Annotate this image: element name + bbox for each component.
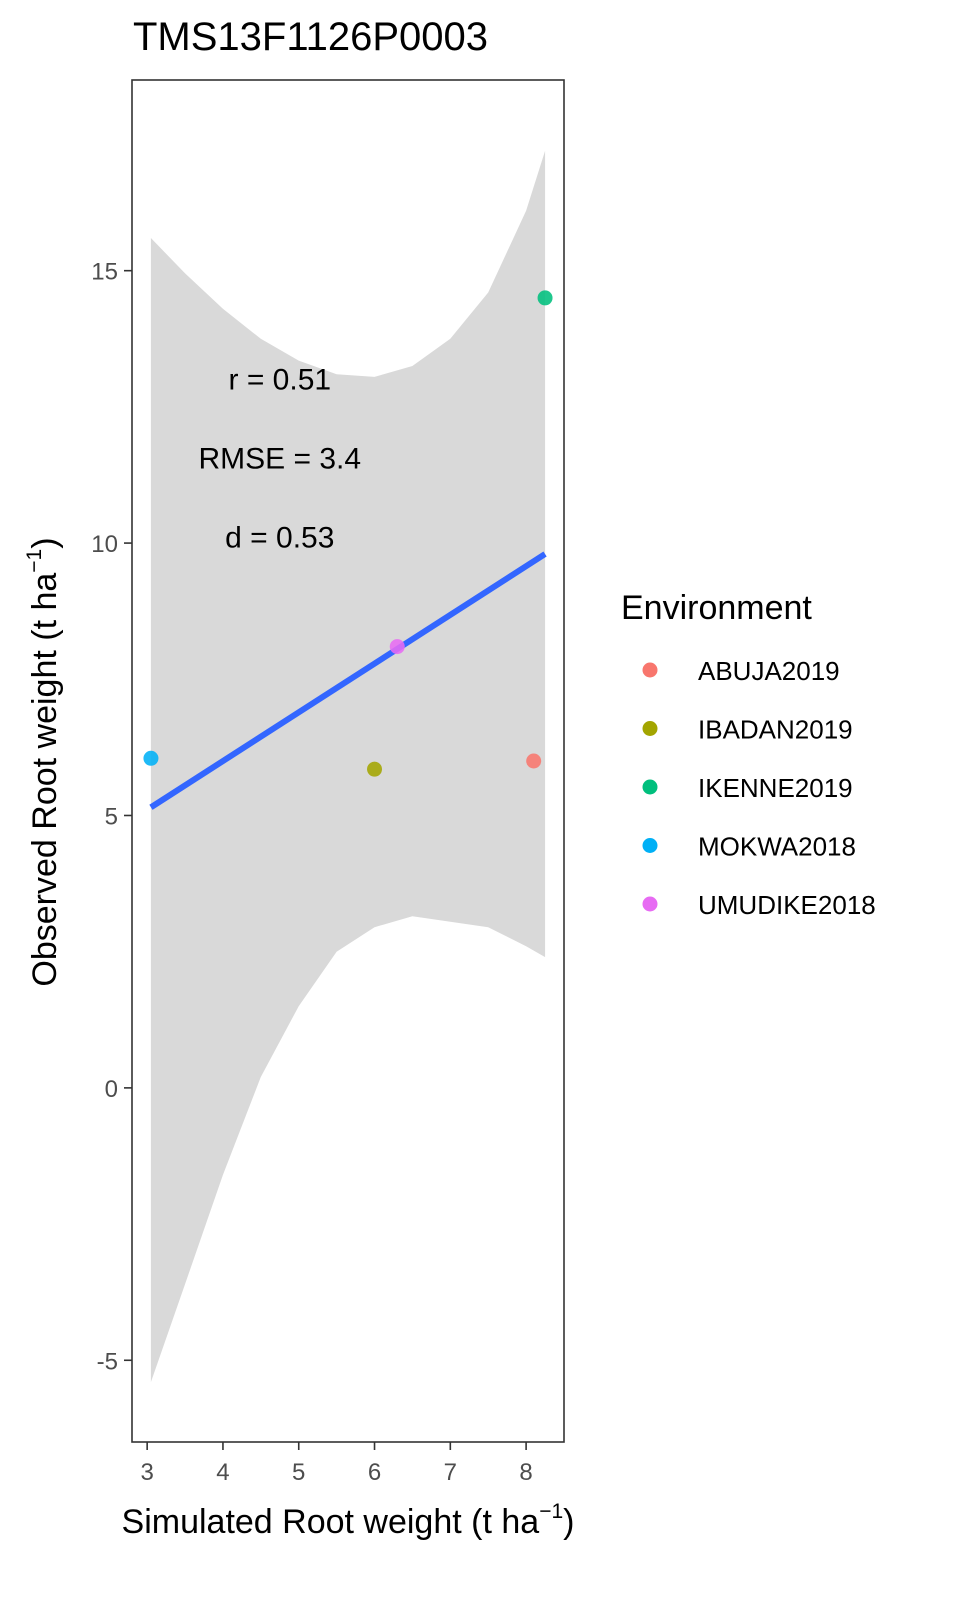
x-axis-label-main: Simulated Root weight	[122, 1503, 472, 1541]
x-tick-label-4: 4	[216, 1459, 229, 1486]
y-tick-label--5: -5	[97, 1348, 118, 1375]
legend-marker-ikenne2019	[642, 779, 658, 795]
legend-marker-umudike2018	[642, 896, 658, 912]
legend-label-abuja2019: ABUJA2019	[698, 656, 840, 686]
legend-marker-abuja2019	[642, 662, 658, 678]
confidence-band	[150, 150, 546, 1383]
legend-title: Environment	[621, 589, 812, 627]
regression-line	[149, 551, 547, 810]
x-tick-label-5: 5	[292, 1459, 305, 1486]
legend-label-ibadan2019: IBADAN2019	[698, 715, 853, 745]
y-axis-label-unit-close: )	[26, 537, 64, 548]
legend-entries: ABUJA2019 IBADAN2019 IKENNE2019 MOKWA2018 UM…	[642, 656, 876, 920]
stats-annotations: r = 0.51 RMSE = 3.4 d = 0.53	[199, 364, 362, 555]
y-axis-label-sup: −1	[23, 549, 46, 573]
legend-marker-mokwa2018	[642, 838, 658, 853]
point-ikenne2019	[537, 290, 553, 306]
chart-title: TMS13F1126P0003	[133, 15, 488, 59]
x-tick-label-8: 8	[519, 1459, 532, 1486]
annotation-1: r = 0.51	[229, 364, 332, 397]
y-axis-label-main: Observed Root weight	[26, 641, 64, 987]
x-tick-label-7: 7	[444, 1459, 457, 1486]
point-ibadan2019	[367, 761, 383, 777]
x-axis-label: Simulated Root weight (t ha−1)	[122, 1500, 575, 1541]
legend-marker-ibadan2019	[642, 721, 658, 736]
y-tick-label-0: 0	[105, 1076, 118, 1103]
y-axis-label-unit-open: (t ha	[26, 573, 64, 641]
legend-label-mokwa2018: MOKWA2018	[698, 832, 856, 862]
x-axis-label-sup: −1	[539, 1500, 563, 1523]
legend-label-umudike2018: UMUDIKE2018	[698, 890, 876, 920]
annotation-3: d = 0.53	[225, 522, 334, 555]
point-abuja2019	[526, 753, 542, 769]
x-axis: 3 4 5 6 7 8	[140, 1442, 533, 1486]
y-axis-label: Observed Root weight (t ha−1)	[23, 537, 64, 986]
x-axis-label-unit-open: (t ha	[471, 1503, 539, 1541]
x-tick-label-3: 3	[140, 1459, 153, 1486]
point-mokwa2018	[143, 750, 159, 766]
y-tick-label-5: 5	[105, 803, 118, 830]
point-umudike2018	[389, 639, 405, 655]
y-axis: -5 0 5 10 15	[91, 259, 132, 1375]
panel-border	[131, 79, 565, 1443]
legend-label-ikenne2019: IKENNE2019	[698, 773, 853, 803]
annotation-2: RMSE = 3.4	[199, 443, 362, 476]
plot-area: r = 0.51 RMSE = 3.4 d = 0.53	[131, 79, 565, 1443]
data-points	[143, 290, 553, 777]
x-tick-label-6: 6	[368, 1459, 381, 1486]
y-tick-label-10: 10	[91, 531, 118, 558]
x-axis-label-unit-close: )	[563, 1503, 574, 1541]
y-tick-label-15: 15	[91, 259, 118, 286]
legend: Environment ABUJA2019 IBADAN2019 IKENNE201…	[621, 589, 876, 920]
